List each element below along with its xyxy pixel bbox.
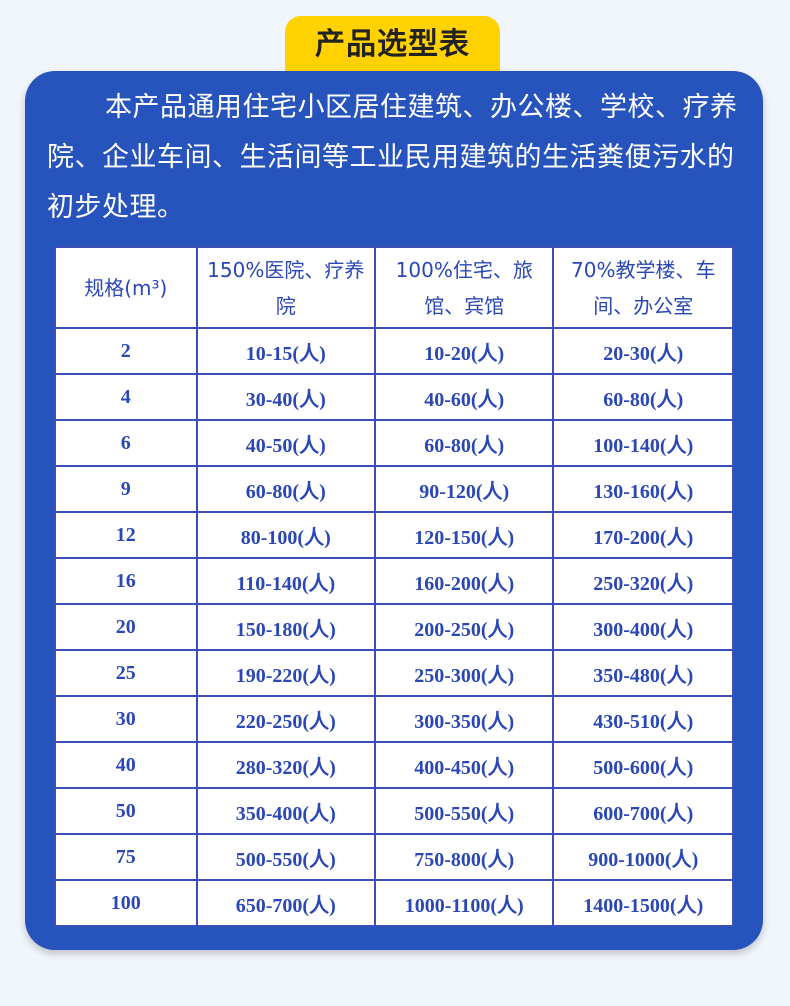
cell-spec: 20 xyxy=(54,603,198,651)
table-header-row: 规格(m³) 150%医院、疗养院 100%住宅、旅馆、宾馆 70%教学楼、车间… xyxy=(54,246,734,329)
cell-school: 900-1000(人) xyxy=(552,833,734,881)
cell-school: 170-200(人) xyxy=(552,511,734,559)
cell-hospital: 60-80(人) xyxy=(195,465,376,513)
cell-school: 430-510(人) xyxy=(552,695,734,743)
cell-hospital: 80-100(人) xyxy=(195,511,376,559)
cell-residential: 200-250(人) xyxy=(373,603,555,651)
cell-hospital: 30-40(人) xyxy=(195,373,376,421)
table-row: 30 220-250(人) 300-350(人) 430-510(人) xyxy=(54,695,734,743)
cell-spec: 4 xyxy=(54,373,198,421)
header-school: 70%教学楼、车间、办公室 xyxy=(552,246,734,329)
table-row: 75 500-550(人) 750-800(人) 900-1000(人) xyxy=(54,833,734,881)
header-spec: 规格(m³) xyxy=(54,246,198,329)
cell-residential: 90-120(人) xyxy=(373,465,555,513)
selection-card: 本产品通用住宅小区居住建筑、办公楼、学校、疗养院、企业车间、生活间等工业民用建筑… xyxy=(25,71,763,950)
cell-residential: 400-450(人) xyxy=(373,741,555,789)
cell-school: 600-700(人) xyxy=(552,787,734,835)
cell-school: 20-30(人) xyxy=(552,327,734,375)
cell-residential: 300-350(人) xyxy=(373,695,555,743)
page-title: 产品选型表 xyxy=(285,16,500,78)
table-row: 2 10-15(人) 10-20(人) 20-30(人) xyxy=(54,327,734,375)
table-row: 9 60-80(人) 90-120(人) 130-160(人) xyxy=(54,465,734,513)
cell-school: 100-140(人) xyxy=(552,419,734,467)
table-row: 25 190-220(人) 250-300(人) 350-480(人) xyxy=(54,649,734,697)
cell-residential: 160-200(人) xyxy=(373,557,555,605)
cell-spec: 16 xyxy=(54,557,198,605)
cell-hospital: 10-15(人) xyxy=(195,327,376,375)
cell-hospital: 350-400(人) xyxy=(195,787,376,835)
cell-spec: 50 xyxy=(54,787,198,835)
cell-spec: 9 xyxy=(54,465,198,513)
cell-spec: 2 xyxy=(54,327,198,375)
cell-spec: 6 xyxy=(54,419,198,467)
cell-hospital: 150-180(人) xyxy=(195,603,376,651)
intro-text: 本产品通用住宅小区居住建筑、办公楼、学校、疗养院、企业车间、生活间等工业民用建筑… xyxy=(47,92,738,223)
cell-school: 350-480(人) xyxy=(552,649,734,697)
cell-hospital: 40-50(人) xyxy=(195,419,376,467)
cell-school: 250-320(人) xyxy=(552,557,734,605)
cell-residential: 750-800(人) xyxy=(373,833,555,881)
cell-school: 1400-1500(人) xyxy=(552,879,734,927)
table-row: 40 280-320(人) 400-450(人) 500-600(人) xyxy=(54,741,734,789)
cell-residential: 120-150(人) xyxy=(373,511,555,559)
table-row: 6 40-50(人) 60-80(人) 100-140(人) xyxy=(54,419,734,467)
cell-spec: 100 xyxy=(54,879,198,927)
cell-residential: 250-300(人) xyxy=(373,649,555,697)
cell-residential: 10-20(人) xyxy=(373,327,555,375)
cell-spec: 25 xyxy=(54,649,198,697)
table-row: 20 150-180(人) 200-250(人) 300-400(人) xyxy=(54,603,734,651)
cell-school: 300-400(人) xyxy=(552,603,734,651)
cell-residential: 500-550(人) xyxy=(373,787,555,835)
cell-hospital: 190-220(人) xyxy=(195,649,376,697)
cell-residential: 60-80(人) xyxy=(373,419,555,467)
table-row: 50 350-400(人) 500-550(人) 600-700(人) xyxy=(54,787,734,835)
cell-school: 130-160(人) xyxy=(552,465,734,513)
table-row: 100 650-700(人) 1000-1100(人) 1400-1500(人) xyxy=(54,879,734,927)
table-row: 4 30-40(人) 40-60(人) 60-80(人) xyxy=(54,373,734,421)
cell-spec: 30 xyxy=(54,695,198,743)
selection-table: 规格(m³) 150%医院、疗养院 100%住宅、旅馆、宾馆 70%教学楼、车间… xyxy=(54,246,734,927)
cell-spec: 40 xyxy=(54,741,198,789)
cell-hospital: 280-320(人) xyxy=(195,741,376,789)
cell-spec: 12 xyxy=(54,511,198,559)
cell-school: 60-80(人) xyxy=(552,373,734,421)
cell-hospital: 220-250(人) xyxy=(195,695,376,743)
cell-spec: 75 xyxy=(54,833,198,881)
header-hospital: 150%医院、疗养院 xyxy=(195,246,376,329)
cell-residential: 40-60(人) xyxy=(373,373,555,421)
cell-hospital: 110-140(人) xyxy=(195,557,376,605)
table-row: 12 80-100(人) 120-150(人) 170-200(人) xyxy=(54,511,734,559)
cell-hospital: 650-700(人) xyxy=(195,879,376,927)
header-residential: 100%住宅、旅馆、宾馆 xyxy=(373,246,555,329)
cell-hospital: 500-550(人) xyxy=(195,833,376,881)
cell-residential: 1000-1100(人) xyxy=(373,879,555,927)
cell-school: 500-600(人) xyxy=(552,741,734,789)
table-row: 16 110-140(人) 160-200(人) 250-320(人) xyxy=(54,557,734,605)
